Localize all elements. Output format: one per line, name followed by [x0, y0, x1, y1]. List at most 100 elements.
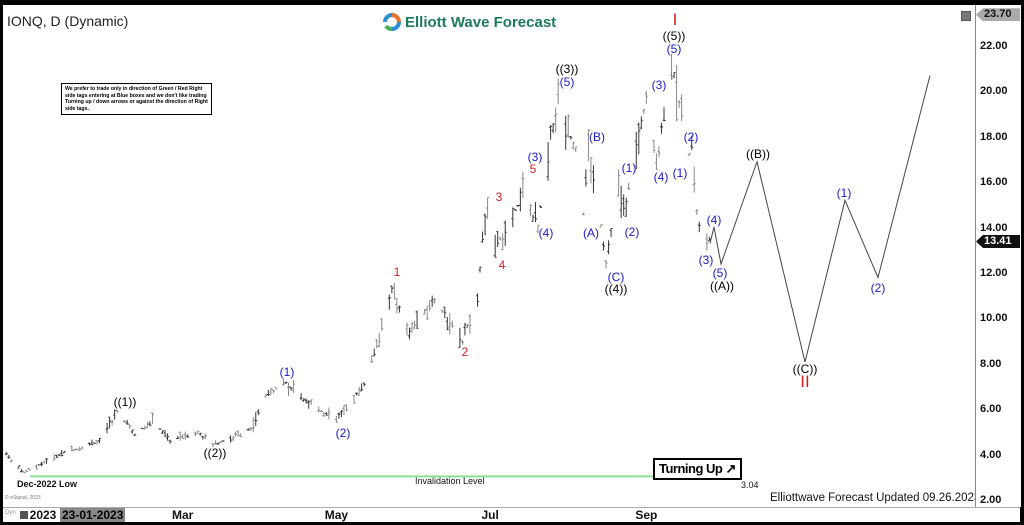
price-chart: [4, 54, 931, 478]
price-bar: [375, 339, 379, 349]
price-axis[interactable]: 22.00 20.00 18.00 16.00 14.00 12.00 10.00 8.00 6…: [975, 5, 1021, 507]
price-bar: [55, 454, 59, 459]
trading-note: We prefer to trade only in direction of …: [61, 83, 212, 116]
wave-label: 4: [498, 258, 506, 272]
price-bar: [659, 122, 663, 134]
price-bar: [176, 436, 180, 440]
price-bar: [468, 313, 472, 334]
plot-area[interactable]: IONQ, D (Dynamic) Elliott Wave Forecast …: [3, 5, 975, 507]
price-bar: [465, 323, 469, 329]
price-bar: [521, 172, 525, 199]
wave-label: 1: [393, 265, 401, 279]
price-bar: [415, 310, 419, 329]
wave-label: (2): [624, 225, 640, 239]
price-bar: [619, 185, 623, 219]
high-price-tag: 23.70: [976, 8, 1020, 22]
wave-label: ((1)): [113, 395, 137, 409]
price-bar: [7, 454, 11, 459]
price-bar: [130, 429, 134, 434]
price-bar: [360, 383, 364, 392]
price-bar: [355, 392, 359, 396]
wave-label: ((5)): [662, 29, 686, 43]
price-bar: [161, 430, 165, 434]
last-price-tag: 13.41: [976, 234, 1020, 248]
price-bar: [317, 406, 321, 412]
price-bar: [654, 153, 658, 170]
price-bar: [168, 439, 172, 444]
date-axis[interactable]: Dyn 23-01-2023 2023 Mar May Jul Sep: [3, 507, 1020, 522]
price-bar: [581, 212, 585, 216]
price-bar: [571, 141, 575, 150]
wave-label: (3): [698, 253, 714, 267]
price-bar: [90, 439, 94, 446]
price-bar: [9, 459, 13, 463]
price-bar: [430, 295, 434, 307]
price-bar: [357, 386, 361, 396]
y-tick-label: 10.00: [980, 312, 1008, 325]
price-bar: [370, 355, 374, 363]
price-bar: [536, 224, 540, 234]
price-bar: [377, 333, 381, 348]
price-bar: [123, 419, 127, 423]
price-bar: [513, 208, 517, 211]
price-bar: [337, 412, 341, 419]
turning-label: Turning Up: [659, 461, 723, 476]
price-bar: [531, 214, 535, 222]
price-bar: [352, 394, 356, 404]
price-bar: [125, 419, 129, 425]
price-bar: [478, 266, 482, 273]
chart-options-icon[interactable]: [961, 11, 971, 21]
x-tick-label: May: [324, 508, 349, 522]
price-bar: [622, 194, 626, 216]
price-bar: [284, 381, 288, 385]
wave-label: ((3)): [555, 62, 579, 76]
price-bar: [115, 409, 119, 414]
price-bar: [203, 433, 207, 439]
price-bar: [511, 207, 515, 228]
price-bar: [450, 320, 454, 328]
price-bar: [498, 236, 502, 241]
wave-label: (3): [527, 150, 543, 164]
wave-label: (2): [683, 130, 699, 144]
price-bar: [4, 452, 8, 456]
price-bar: [42, 460, 46, 464]
calendar-icon[interactable]: [20, 511, 28, 519]
price-bar: [19, 469, 23, 473]
wave-label: ((4)): [604, 282, 628, 296]
turning-up-box: Turning Up ↗: [653, 458, 742, 480]
invalidation-label: Invalidation Level: [415, 476, 485, 486]
price-bar: [410, 321, 414, 333]
price-bar: [380, 318, 384, 331]
price-bar: [677, 99, 681, 108]
price-bar: [533, 202, 537, 222]
price-bar: [24, 470, 28, 473]
price-bar: [687, 153, 691, 156]
price-bar: [539, 205, 543, 209]
price-bar: [322, 412, 326, 417]
price-bar: [463, 322, 467, 336]
copyright: © eSignal, 2023: [5, 495, 41, 501]
price-bar: [599, 224, 603, 228]
price-bar: [697, 221, 701, 233]
price-bar: [274, 386, 278, 390]
price-bar: [428, 300, 432, 312]
price-bar: [158, 428, 162, 430]
price-bar: [221, 440, 225, 442]
wave-label: (4): [538, 226, 554, 240]
wave-label: (A): [583, 226, 599, 240]
price-bar: [617, 169, 621, 197]
price-bar: [642, 109, 646, 114]
price-bar: [407, 327, 411, 340]
arrow-up-right-icon: ↗: [725, 461, 736, 476]
price-bar: [690, 135, 694, 150]
price-bar: [458, 327, 462, 348]
updated-text: Elliottwave Forecast Updated 09.26.2023: [770, 492, 981, 504]
price-bar: [307, 400, 311, 409]
price-bar: [637, 122, 641, 155]
price-bar: [334, 415, 338, 423]
price-bar: [37, 464, 41, 466]
price-bar: [239, 433, 243, 438]
price-bar: [80, 446, 84, 450]
price-bar: [327, 407, 331, 420]
